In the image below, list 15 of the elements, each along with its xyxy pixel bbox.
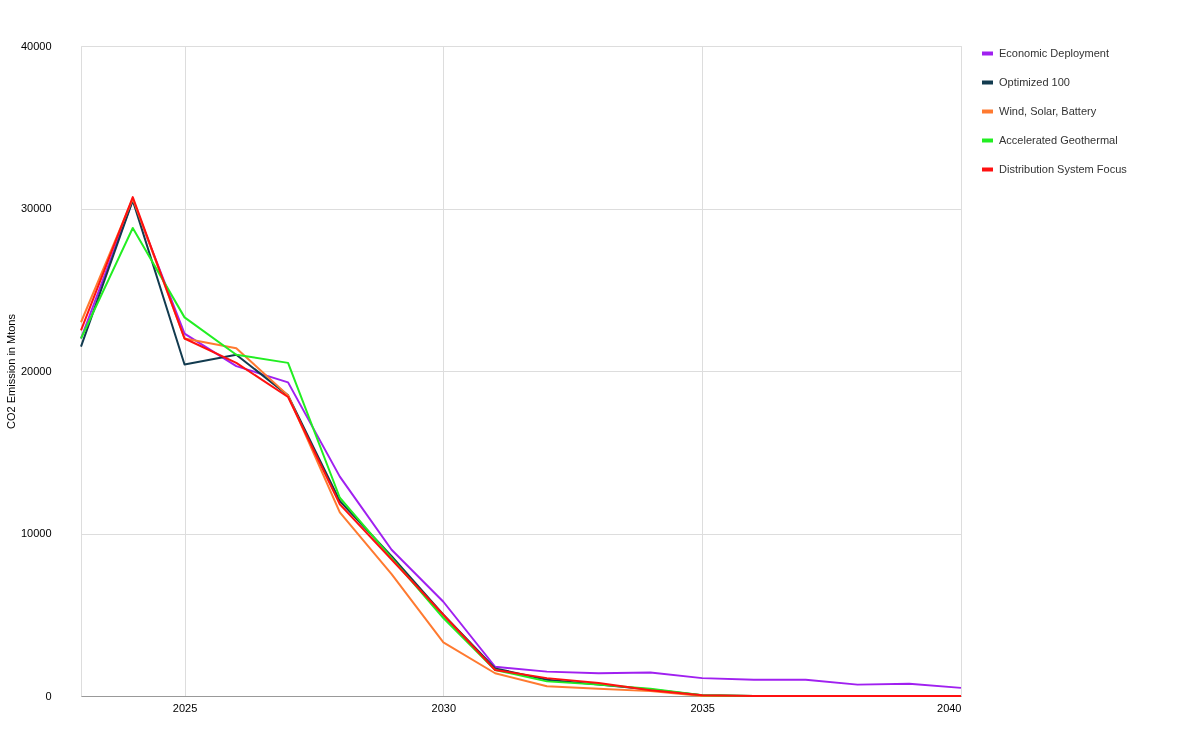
x-tick-label: 2025 bbox=[172, 701, 198, 714]
x-tick-label: 2030 bbox=[431, 701, 457, 714]
y-axis-title: CO2 Emission in Mtons bbox=[4, 313, 17, 429]
y-tick-label: 30000 bbox=[20, 202, 52, 214]
y-tick-label: 10000 bbox=[20, 527, 52, 539]
y-tick-label: 0 bbox=[45, 689, 52, 702]
legend-label: Wind, Solar, Battery bbox=[999, 104, 1097, 117]
legend-label: Optimized 100 bbox=[999, 75, 1070, 88]
x-tick-label: 2040 bbox=[937, 701, 962, 714]
y-tick-label: 40000 bbox=[20, 39, 52, 52]
legend-label: Accelerated Geothermal bbox=[999, 133, 1118, 146]
x-tick-label: 2035 bbox=[690, 701, 715, 714]
y-tick-label: 20000 bbox=[20, 364, 52, 377]
legend-label: Distribution System Focus bbox=[999, 162, 1128, 175]
legend-label: Economic Deployment bbox=[999, 46, 1110, 59]
